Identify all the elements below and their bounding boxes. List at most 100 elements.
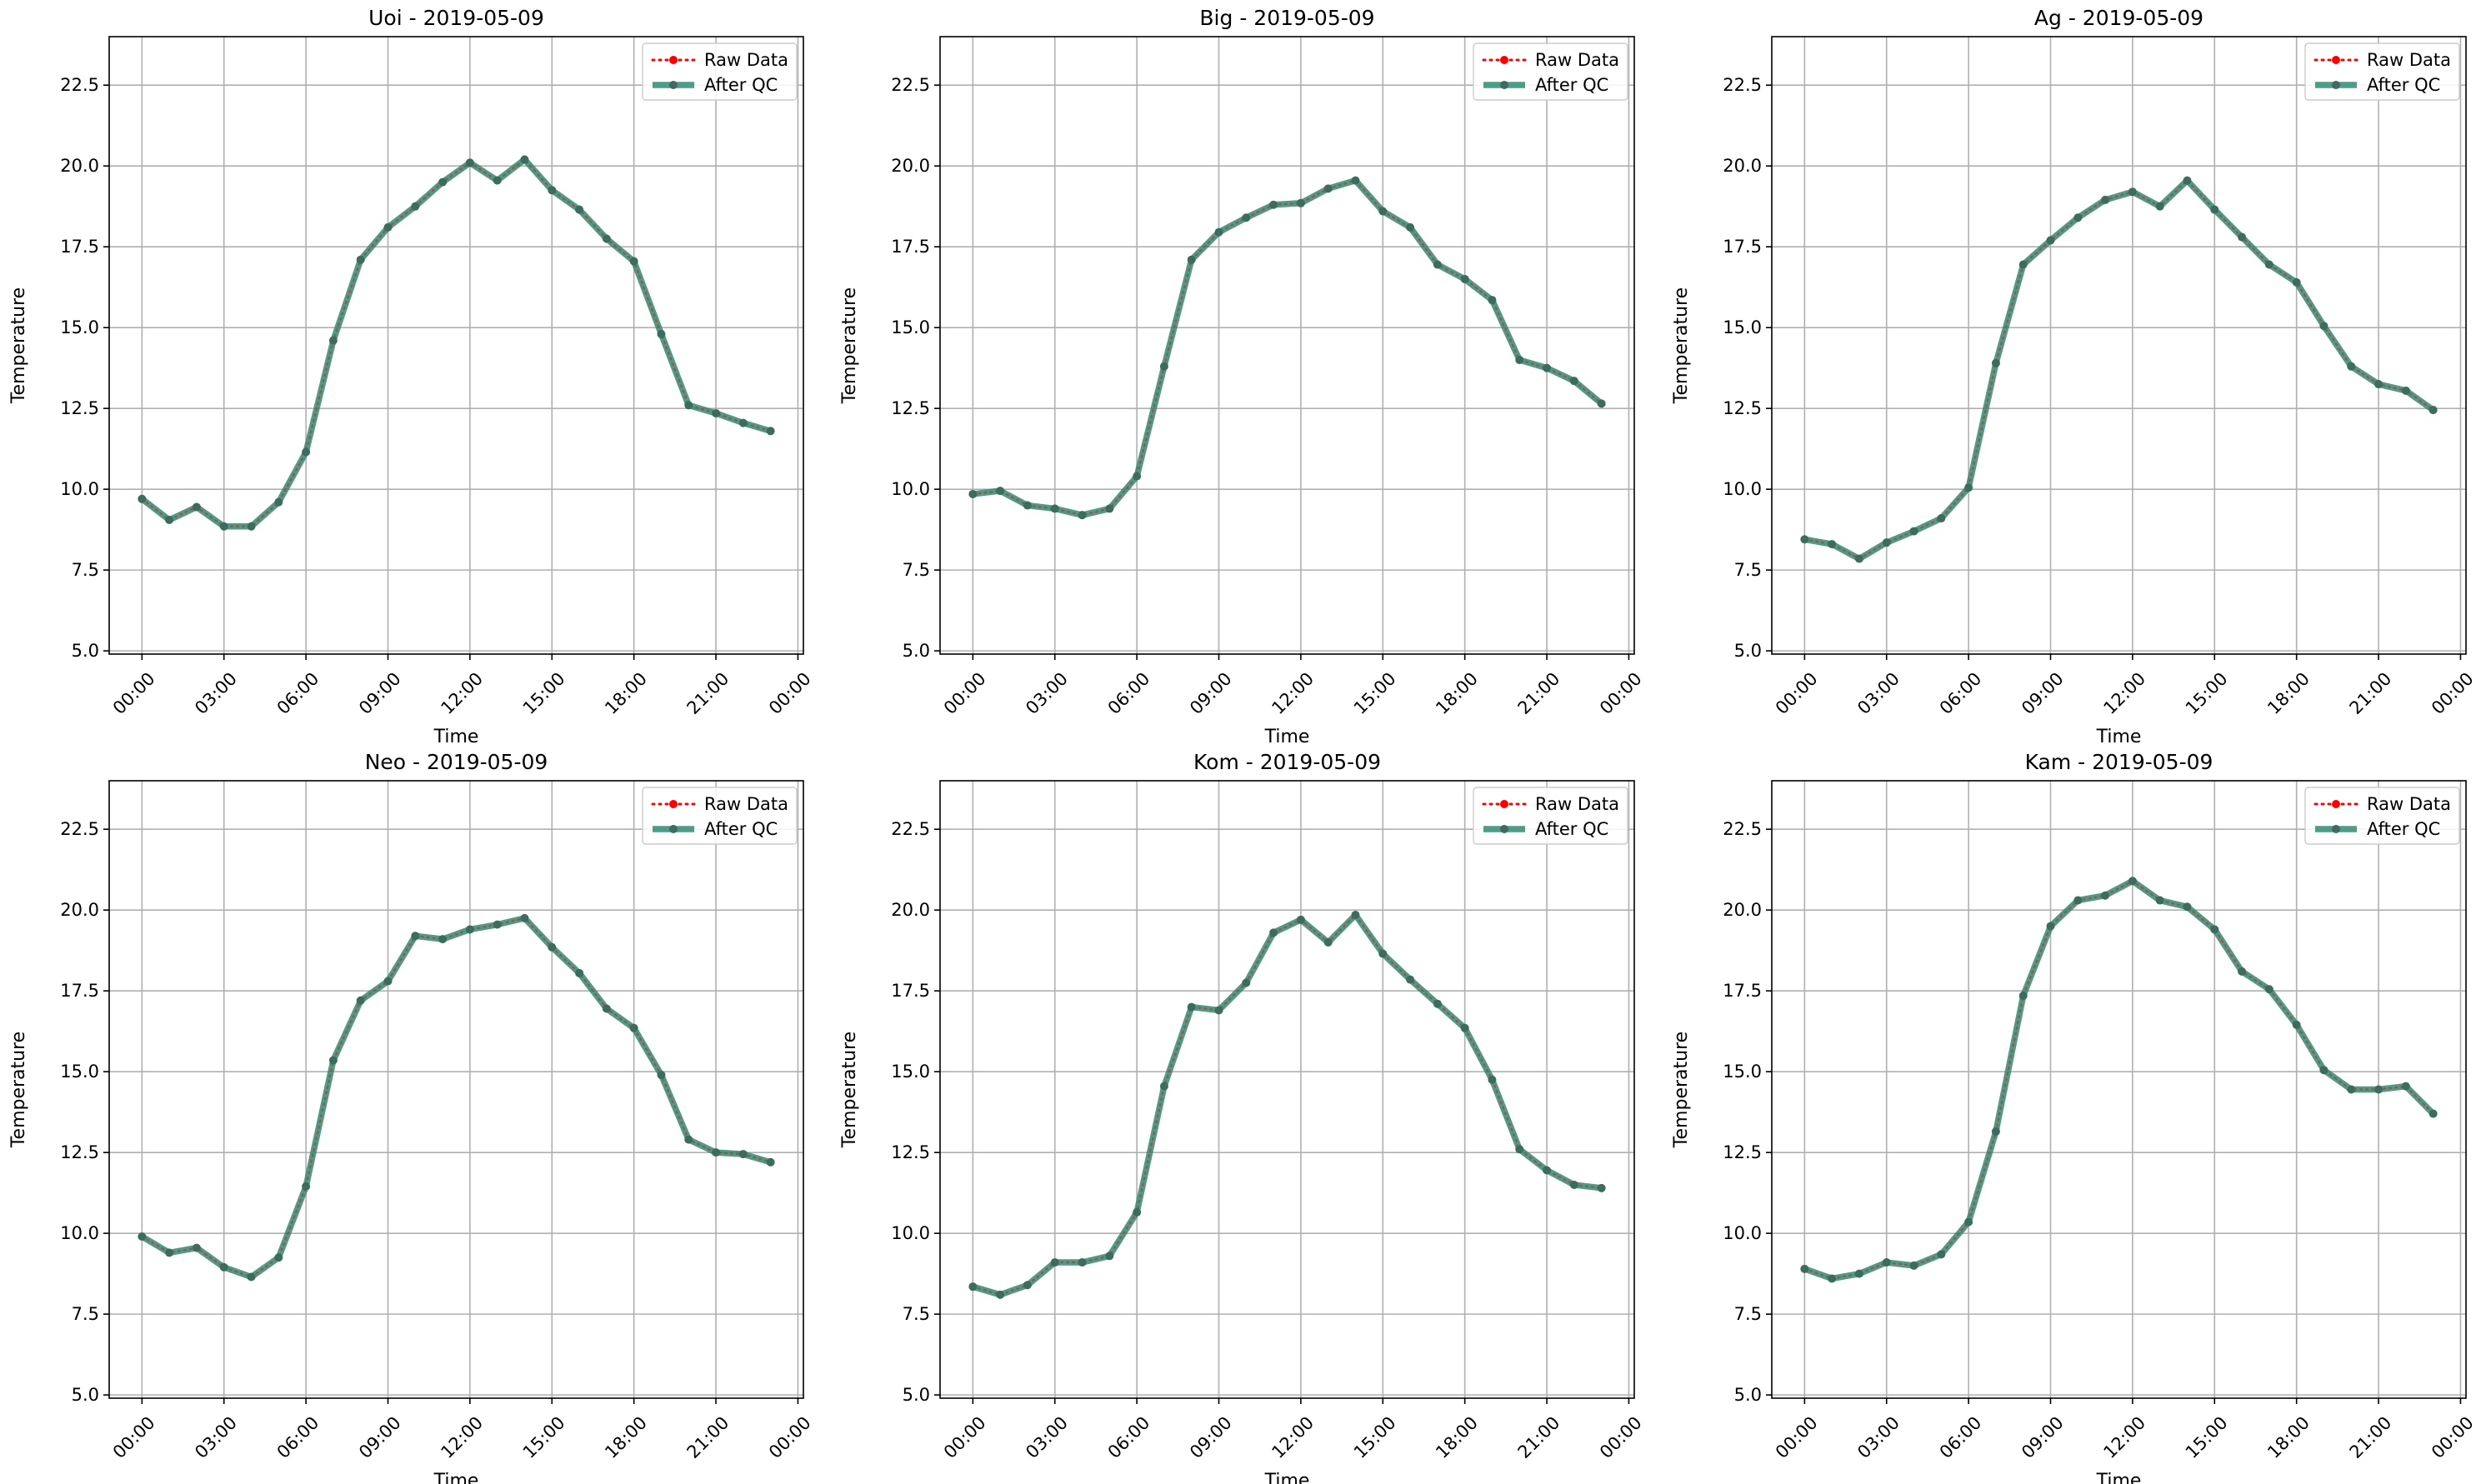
legend: Raw Data After QC	[1473, 42, 1628, 101]
legend-label-raw-data: Raw Data	[2367, 794, 2451, 814]
series-line-after-qc	[969, 177, 1605, 518]
data-point	[712, 1148, 721, 1157]
series-line-raw-data	[972, 913, 1603, 1297]
legend-marker-after-qc	[1500, 81, 1508, 89]
data-point	[520, 155, 529, 164]
data-point	[1187, 255, 1196, 264]
data-point	[1882, 1258, 1891, 1267]
y-tick-label: 12.5	[60, 398, 99, 418]
data-point	[356, 255, 365, 264]
data-point	[968, 489, 978, 498]
x-axis-label: Time	[433, 1471, 479, 1484]
data-point	[1460, 1023, 1469, 1032]
data-point	[1323, 937, 1333, 947]
y-tick-label: 7.5	[903, 560, 930, 580]
x-axis-label: Time	[2096, 727, 2142, 747]
legend-label-raw-data: Raw Data	[1535, 794, 1619, 814]
data-point	[2073, 213, 2083, 222]
data-point	[1351, 911, 1360, 920]
legend: Raw Data After QC	[642, 42, 798, 101]
y-tick-label: 17.5	[60, 981, 99, 1001]
data-point	[2210, 205, 2219, 214]
data-point	[2238, 967, 2247, 976]
data-point	[575, 968, 584, 977]
plot-frame	[939, 36, 1635, 655]
y-tick-label: 12.5	[1723, 398, 1762, 418]
legend-label-after-qc: After QC	[704, 75, 778, 95]
series-line-raw-data	[141, 917, 772, 1278]
data-point	[1569, 1180, 1578, 1189]
legend-marker-raw-data	[1500, 800, 1508, 808]
data-point	[657, 1071, 666, 1080]
data-point	[302, 1182, 311, 1191]
y-tick-label: 10.0	[891, 1223, 930, 1243]
data-point	[328, 1056, 338, 1065]
data-point	[1269, 928, 1278, 937]
data-point	[548, 186, 557, 195]
data-point	[602, 1004, 611, 1013]
series-line-after-qc	[969, 912, 1605, 1298]
series-line-after-qc	[1801, 877, 2437, 1282]
data-point	[493, 920, 502, 929]
y-tick-label: 20.0	[60, 900, 99, 920]
data-point	[328, 336, 338, 345]
y-tick-label: 22.5	[891, 819, 930, 839]
data-point	[2264, 260, 2273, 269]
y-axis-label: Temperature	[1671, 287, 1692, 404]
data-point	[411, 202, 420, 211]
data-point	[2374, 1085, 2383, 1094]
y-tick-label: 10.0	[891, 479, 930, 499]
data-point	[1214, 227, 1223, 237]
data-point	[219, 522, 228, 531]
data-point	[383, 222, 393, 232]
data-point	[1828, 1274, 1837, 1283]
y-tick-label: 15.0	[1723, 317, 1762, 337]
data-point	[1296, 198, 1305, 207]
series-line-raw-data	[972, 179, 1603, 517]
legend-label-raw-data: Raw Data	[2367, 50, 2451, 70]
legend-marker-after-qc	[669, 825, 678, 833]
data-point	[411, 932, 420, 941]
y-tick-label: 15.0	[1723, 1062, 1762, 1082]
y-tick-label: 10.0	[1723, 479, 1762, 499]
data-point	[247, 522, 256, 531]
data-point	[2183, 176, 2192, 185]
data-point	[1378, 207, 1388, 216]
data-point	[629, 1023, 638, 1032]
y-tick-label: 22.5	[891, 75, 930, 95]
data-point	[1214, 1006, 1223, 1015]
y-tick-label: 22.5	[1723, 75, 1762, 95]
data-point	[2428, 406, 2438, 415]
y-tick-label: 15.0	[60, 1062, 99, 1082]
y-tick-label: 15.0	[891, 1062, 930, 1082]
legend: Raw Data After QC	[1473, 787, 1628, 845]
data-point	[766, 427, 775, 436]
y-tick-label: 7.5	[903, 1304, 930, 1324]
legend-label-raw-data: Raw Data	[1535, 50, 1619, 70]
data-point	[712, 408, 721, 417]
data-point	[657, 329, 666, 338]
y-tick-label: 20.0	[1723, 900, 1762, 920]
data-point	[1515, 1145, 1524, 1154]
data-point	[1105, 504, 1114, 513]
legend-label-after-qc: After QC	[704, 819, 778, 839]
data-point	[465, 158, 474, 167]
data-point	[684, 1135, 693, 1144]
data-point	[1078, 511, 1087, 520]
data-point	[1159, 362, 1168, 371]
data-point	[1187, 1002, 1196, 1012]
data-point	[1433, 999, 1442, 1008]
subplot-title: Big - 2019-05-09	[1199, 6, 1374, 30]
y-tick-label: 7.5	[72, 560, 99, 580]
x-axis-label: Time	[1264, 727, 1310, 747]
data-point	[2401, 386, 2410, 395]
data-point	[1937, 514, 1946, 523]
y-tick-label: 5.0	[72, 641, 99, 661]
data-point	[302, 447, 311, 457]
y-tick-label: 22.5	[60, 819, 99, 839]
data-point	[2155, 202, 2164, 211]
y-tick-label: 22.5	[60, 75, 99, 95]
data-point	[1597, 1183, 1606, 1192]
y-tick-label: 20.0	[891, 900, 930, 920]
